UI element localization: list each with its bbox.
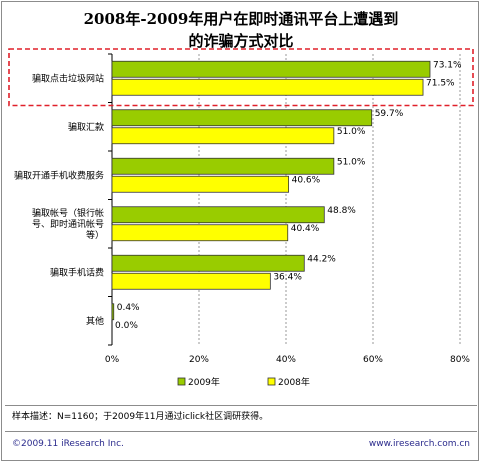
highlight-box [8,48,474,107]
data-label: 0.0% [115,321,138,331]
footer-separator [5,431,477,432]
data-label: 40.4% [291,224,320,234]
category-label: 骗取帐号（银行帐号、即时通讯帐号等） [32,207,104,241]
x-tick-label: 20% [189,355,209,365]
x-tick-label: 40% [276,355,296,365]
website-url: www.iresearch.com.cn [368,439,470,449]
data-label: 48.8% [327,206,356,216]
legend-swatch-2009 [177,377,186,386]
legend-swatch-2008 [267,377,276,386]
legend-label: 2009年 [188,376,220,388]
chart-title-line-1: 2008年-2009年用户在即时通讯平台上遭遇到 [83,10,399,28]
data-label: 73.1% [433,60,462,70]
category-label: 骗取开通手机收费服务 [14,169,104,181]
x-tick-label: 60% [363,355,383,365]
category-label: 骗取点击垃圾网站 [32,72,104,84]
data-label: 59.7% [375,109,404,119]
data-label: 44.2% [307,254,336,264]
bar-2008 [111,127,335,145]
sample-note: 样本描述：N=1160；于2009年11月通过iclick社区调研获得。 [12,412,269,422]
category-label: 其他 [86,315,104,327]
category-label: 骗取汇款 [68,121,104,133]
note-separator [5,405,477,406]
bar-2009 [111,60,431,78]
x-tick-label: 0% [105,355,120,365]
data-label: 71.5% [426,78,455,88]
data-label: 40.6% [292,175,321,185]
chart-title-line-2: 的诈骗方式对比 [188,32,294,50]
bar-2009 [111,303,115,321]
bar-2009 [111,254,305,272]
copyright-text: ©2009.11 iResearch Inc. [12,439,124,449]
bar-2009 [111,157,335,175]
x-tick-label: 80% [450,355,470,365]
bar-2008 [111,78,424,96]
legend-label: 2008年 [278,376,310,388]
bar-2008 [111,272,271,290]
bar-2009 [111,109,373,127]
bar-2009 [111,206,325,224]
category-label: 骗取手机话费 [50,266,104,278]
bar-2008 [111,224,289,242]
data-label: 36.4% [273,272,302,282]
bar-2008 [111,175,290,193]
data-label: 51.0% [337,157,366,167]
data-label: 0.4% [117,303,140,313]
data-label: 51.0% [337,127,366,137]
